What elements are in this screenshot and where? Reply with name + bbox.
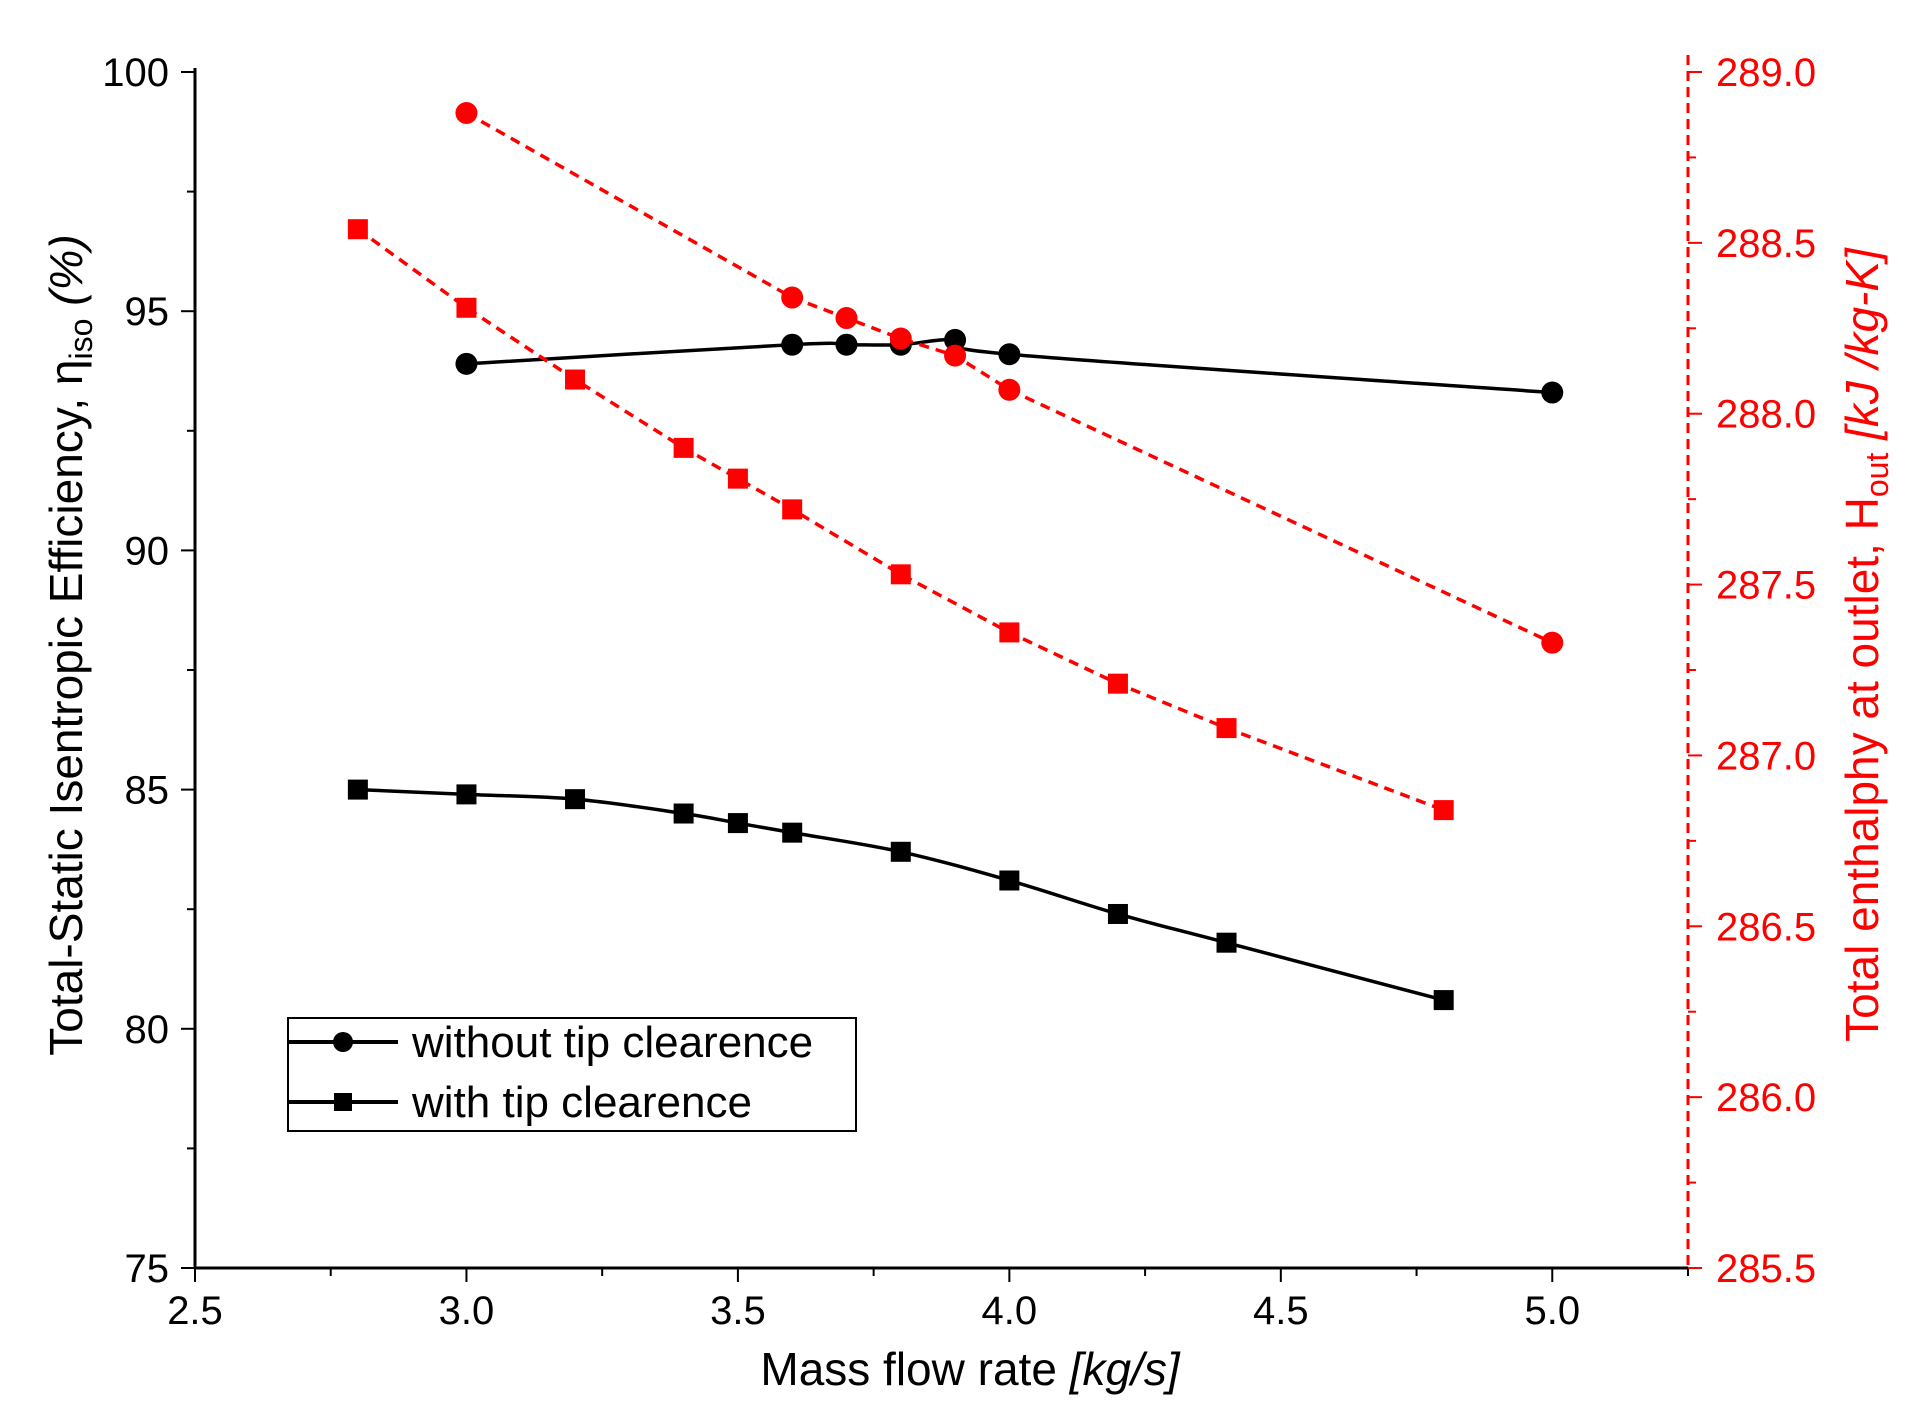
x-tick-label: 4.5 <box>1253 1289 1309 1333</box>
data-point <box>890 841 911 862</box>
x-axis-label: Mass flow rate [kg/s] <box>760 1343 1180 1395</box>
y-left-tick-label: 80 <box>125 1008 170 1052</box>
data-point <box>944 344 967 367</box>
x-tick-label: 2.5 <box>167 1289 223 1333</box>
y-right-tick-label: 286.0 <box>1716 1076 1816 1120</box>
y-left-tick-label: 75 <box>125 1247 170 1291</box>
y-left-tick-label: 85 <box>125 769 170 813</box>
data-point <box>1541 631 1564 654</box>
data-point <box>782 499 803 520</box>
series-line <box>466 337 1553 395</box>
data-point <box>347 779 368 800</box>
series-line <box>356 227 1445 812</box>
data-point <box>782 822 803 843</box>
data-point <box>727 468 748 489</box>
data-point <box>1541 381 1564 404</box>
data-point <box>565 369 586 390</box>
y-right-tick-label: 288.5 <box>1716 222 1816 266</box>
y-right-tick-label: 285.5 <box>1716 1247 1816 1291</box>
y-left-tick-label: 95 <box>125 290 170 334</box>
y-right-axis-label: Total enthalphy at outlet, Hout [kJ /kg-… <box>1836 247 1895 1042</box>
data-point <box>835 307 858 330</box>
y-right-tick-label: 289.0 <box>1716 51 1816 95</box>
series-1 <box>347 779 1454 1011</box>
x-tick-label: 3.5 <box>710 1289 766 1333</box>
y-left-tick-label: 100 <box>102 51 169 95</box>
y-left-tick-label: 90 <box>125 529 170 573</box>
data-point <box>456 297 477 318</box>
data-point <box>727 813 748 834</box>
data-point <box>347 219 368 240</box>
legend: without tip clearence with tip clearence <box>287 1017 857 1132</box>
legend-label-without-tip: without tip clearence <box>411 1018 813 1067</box>
series-3 <box>347 219 1454 821</box>
x-tick-label: 5.0 <box>1524 1289 1580 1333</box>
data-point <box>1216 718 1237 739</box>
legend-circle-marker <box>333 1032 353 1052</box>
data-point <box>998 378 1021 401</box>
data-point <box>673 803 694 824</box>
data-point <box>1216 932 1237 953</box>
data-point <box>455 352 478 375</box>
x-tick-label: 3.0 <box>439 1289 495 1333</box>
data-point <box>889 327 912 350</box>
data-point <box>1107 903 1128 924</box>
data-point <box>999 870 1020 891</box>
data-point <box>455 102 478 125</box>
series-2 <box>455 102 1564 654</box>
data-point <box>944 328 967 351</box>
legend-label-with-tip: with tip clearence <box>411 1078 752 1127</box>
y-right-tick-label: 288.0 <box>1716 393 1816 437</box>
series-line <box>357 787 1445 1002</box>
y-left-axis-label: Total-Static Isentropic Efficiency, ηiso… <box>40 234 99 1056</box>
data-point <box>781 333 804 356</box>
axis-labels: Mass flow rate [kg/s] Total-Static Isent… <box>40 234 1895 1395</box>
data-point <box>835 333 858 356</box>
series-line <box>465 111 1554 645</box>
data-point <box>999 622 1020 643</box>
data-point <box>673 437 694 458</box>
legend-box <box>287 1017 857 1132</box>
data-point <box>456 784 477 805</box>
data-point <box>1107 673 1128 694</box>
data-point <box>781 286 804 309</box>
legend-square-marker <box>334 1093 352 1111</box>
axes-layer: 2.5 3.0 3.5 4.0 4.5 5.0 75 80 85 90 95 100 285.5 286.… <box>102 51 1816 1333</box>
data-point <box>998 343 1021 366</box>
y-right-tick-label: 287.5 <box>1716 564 1816 608</box>
series-layer <box>347 102 1564 1011</box>
data-point <box>1433 990 1454 1011</box>
y-right-tick-label: 287.0 <box>1716 734 1816 778</box>
y-right-tick-label: 286.5 <box>1716 905 1816 949</box>
data-point <box>1433 800 1454 821</box>
x-tick-label: 4.0 <box>982 1289 1038 1333</box>
data-point <box>890 564 911 585</box>
data-point <box>565 789 586 810</box>
